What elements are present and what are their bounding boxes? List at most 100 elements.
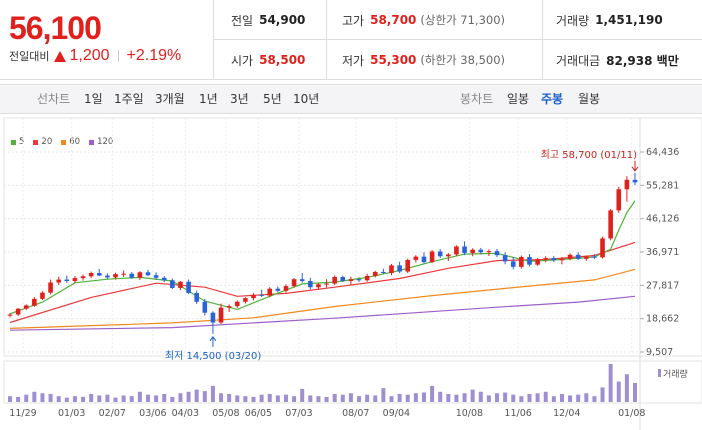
candle-body: [575, 254, 581, 259]
volume-bar: [633, 383, 637, 402]
legend-swatch: [33, 139, 39, 145]
ma-legend: 5 20 60 120: [11, 137, 113, 147]
candle: [153, 272, 159, 280]
period-3y[interactable]: 3년: [230, 92, 249, 106]
candle: [40, 291, 45, 300]
legend-swatch: [61, 139, 67, 145]
volume-bar: [413, 393, 418, 402]
volume-bar: [89, 393, 94, 402]
stat-prev-value: 54,900: [259, 13, 306, 27]
period-1w[interactable]: 1주일: [114, 92, 144, 106]
candle: [429, 250, 435, 264]
candle: [316, 283, 321, 290]
candle-body: [275, 288, 281, 291]
line-chart-label: 선차트: [37, 92, 71, 106]
legend-label: 20: [41, 137, 53, 147]
candle-daily[interactable]: 일봉: [507, 92, 530, 106]
volume-bar: [332, 393, 337, 402]
candle-body: [616, 189, 622, 211]
candle-body: [308, 281, 313, 288]
candle: [72, 275, 78, 284]
candle: [251, 293, 256, 301]
candle: [502, 252, 508, 265]
volume-bar: [137, 391, 142, 402]
stat-volume-label: 거래량: [556, 13, 590, 28]
stat-amount-value: 82,938 백만: [606, 53, 679, 68]
candle-body: [153, 275, 159, 278]
candle: [226, 304, 232, 312]
volume-bar: [454, 394, 459, 402]
candle: [421, 252, 427, 264]
candle: [535, 258, 540, 266]
volume-bar: [357, 396, 362, 402]
candle-body: [608, 210, 613, 239]
volume-bar: [56, 396, 61, 402]
volume-bar: [527, 393, 532, 402]
candle-monthly[interactable]: 월봉: [578, 92, 601, 106]
period-3m[interactable]: 3개월: [155, 92, 185, 106]
candle-body: [551, 258, 557, 261]
candle: [510, 256, 516, 270]
period-10y[interactable]: 10년: [293, 92, 320, 106]
candle-body: [161, 277, 167, 281]
candle: [470, 248, 475, 257]
x-tick-label: 01/03: [58, 408, 85, 419]
candle-body: [23, 305, 29, 309]
stats-row-1: 전일 54,900 고가 58,700 (상한가 71,300) 거래량 1,4…: [214, 0, 702, 40]
volume-bar: [511, 394, 516, 402]
candle: [186, 279, 191, 295]
stock-chart[interactable]: 64,436 55,281 46,126 36,971 27,817 18,662 9,50…: [0, 114, 702, 430]
candle: [283, 284, 289, 293]
period-1d[interactable]: 1일: [84, 92, 103, 106]
volume-bar: [64, 397, 69, 402]
volume-bar: [129, 396, 134, 402]
x-tick-label: 07/03: [285, 408, 312, 419]
legend-label: 60: [69, 137, 81, 147]
candle-body: [243, 298, 248, 302]
volume-bar: [616, 381, 621, 402]
period-1y[interactable]: 1년: [199, 92, 218, 106]
volume-bar: [397, 393, 402, 402]
candle: [348, 276, 354, 285]
volume-bar: [324, 396, 329, 402]
volume-bar: [170, 396, 175, 402]
candle: [7, 313, 13, 318]
volume-bar: [446, 393, 451, 402]
ma5-line: [9, 200, 636, 315]
candle-body: [405, 259, 411, 272]
period-5y[interactable]: 5년: [263, 92, 282, 106]
candle: [210, 311, 216, 334]
stat-low: 저가 55,300 (하한가 38,500): [342, 40, 505, 80]
candle: [161, 275, 167, 283]
y-tick-label: 18,662: [646, 314, 679, 325]
candle-chart-label: 봉차트: [460, 92, 494, 106]
legend-item: 120: [89, 137, 113, 147]
volume-label: 거래량: [663, 368, 688, 380]
candle-body: [129, 273, 135, 278]
volume-bar: [24, 394, 29, 402]
candle-body: [7, 314, 13, 316]
volume-bar: [381, 388, 386, 402]
candle-body: [202, 301, 208, 313]
volume-bar: [16, 396, 21, 402]
y-tick-label: 36,971: [646, 247, 679, 258]
candle: [462, 241, 467, 256]
y-tick-label: 55,281: [646, 180, 679, 191]
candle-body: [454, 246, 459, 255]
candle: [372, 270, 378, 278]
volume-bar: [210, 385, 215, 402]
candle: [275, 286, 281, 293]
candle-body: [543, 258, 549, 260]
candle-weekly[interactable]: 주봉: [541, 92, 564, 106]
volume-bar: [194, 389, 199, 402]
candle-body: [113, 274, 118, 278]
x-tick-label: 10/08: [456, 408, 483, 419]
x-tick-label: 02/07: [99, 408, 126, 419]
candle-body: [389, 265, 394, 274]
y-tick-label: 9,507: [646, 347, 673, 358]
candle: [381, 268, 386, 274]
volume-bar: [202, 391, 207, 402]
candle-body: [583, 256, 589, 259]
price-change: 전일대비 1,200 +2.19%: [9, 47, 181, 65]
candle-body: [567, 254, 573, 259]
